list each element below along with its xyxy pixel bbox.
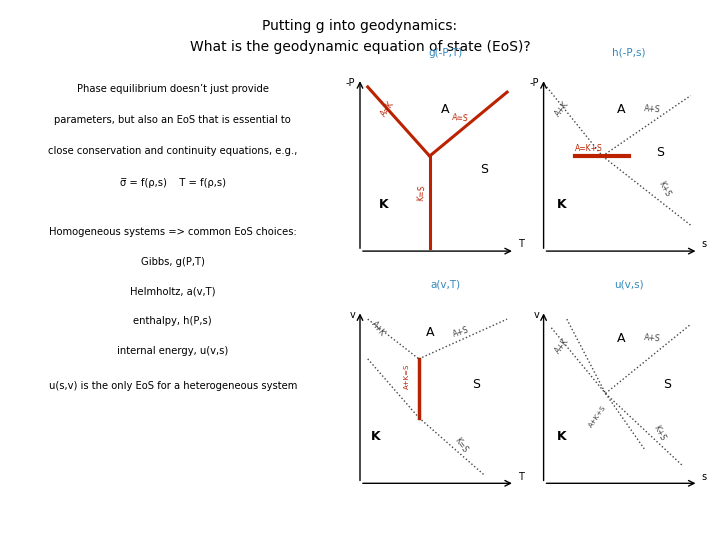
Text: K: K bbox=[557, 430, 567, 443]
Text: Gibbs, g(P,T): Gibbs, g(P,T) bbox=[141, 256, 204, 267]
Text: internal energy, u(v,s): internal energy, u(v,s) bbox=[117, 346, 228, 356]
Text: v: v bbox=[350, 310, 356, 321]
Text: T: T bbox=[518, 471, 523, 482]
Text: A=K: A=K bbox=[379, 99, 396, 118]
Text: u(s,v) is the only EoS for a heterogeneous system: u(s,v) is the only EoS for a heterogeneo… bbox=[49, 381, 297, 391]
Text: parameters, but also an EoS that is essential to: parameters, but also an EoS that is esse… bbox=[55, 115, 291, 125]
Text: T: T bbox=[518, 239, 523, 249]
Text: s: s bbox=[701, 471, 706, 482]
Text: a(v,T): a(v,T) bbox=[430, 280, 460, 290]
Text: A+K: A+K bbox=[554, 100, 571, 118]
Text: Putting g into geodynamics:: Putting g into geodynamics: bbox=[262, 19, 458, 33]
Text: K+S: K+S bbox=[652, 424, 667, 442]
Text: Phase equilibrium doesn’t just provide: Phase equilibrium doesn’t just provide bbox=[77, 84, 269, 94]
Text: K=S: K=S bbox=[452, 436, 469, 454]
Text: K+S: K+S bbox=[657, 179, 672, 198]
Text: What is the geodynamic equation of state (EoS)?: What is the geodynamic equation of state… bbox=[189, 40, 531, 55]
Text: K: K bbox=[557, 198, 567, 211]
Text: S: S bbox=[663, 378, 672, 392]
Text: S: S bbox=[480, 163, 488, 177]
Text: A: A bbox=[441, 103, 449, 116]
Text: enthalpy, h(P,s): enthalpy, h(P,s) bbox=[133, 316, 212, 326]
Text: A: A bbox=[617, 103, 625, 116]
Text: S: S bbox=[472, 378, 480, 392]
Text: u(v,s): u(v,s) bbox=[614, 280, 644, 290]
Text: close conservation and continuity equations, e.g.,: close conservation and continuity equati… bbox=[48, 146, 297, 157]
Text: K: K bbox=[379, 198, 388, 211]
Text: g(-P,T): g(-P,T) bbox=[428, 48, 462, 58]
Text: K: K bbox=[371, 430, 380, 443]
Text: A=S: A=S bbox=[452, 113, 469, 124]
Text: -P: -P bbox=[529, 78, 539, 89]
Text: Homogeneous systems => common EoS choices:: Homogeneous systems => common EoS choice… bbox=[49, 227, 297, 237]
Text: -P: -P bbox=[346, 78, 356, 89]
Text: A+S: A+S bbox=[451, 325, 469, 339]
Text: s: s bbox=[701, 239, 706, 249]
Text: Helmholtz, a(v,T): Helmholtz, a(v,T) bbox=[130, 286, 215, 296]
Text: A+S: A+S bbox=[644, 104, 660, 115]
Text: A+K=S: A+K=S bbox=[403, 364, 410, 389]
Text: A: A bbox=[426, 326, 434, 340]
Text: S: S bbox=[656, 146, 664, 159]
Text: σ̅ = f(ρ,s)    T = f(ρ,s): σ̅ = f(ρ,s) T = f(ρ,s) bbox=[120, 178, 226, 188]
Text: A+K: A+K bbox=[554, 337, 571, 356]
Text: A+K: A+K bbox=[370, 320, 387, 339]
Text: A+S: A+S bbox=[644, 333, 660, 343]
Text: A=K+S: A=K+S bbox=[575, 144, 603, 153]
Text: K=S: K=S bbox=[417, 185, 427, 201]
Text: A+K+S: A+K+S bbox=[588, 405, 608, 429]
Text: v: v bbox=[534, 310, 539, 321]
Text: h(-P,s): h(-P,s) bbox=[612, 48, 646, 58]
Text: A: A bbox=[617, 332, 625, 345]
